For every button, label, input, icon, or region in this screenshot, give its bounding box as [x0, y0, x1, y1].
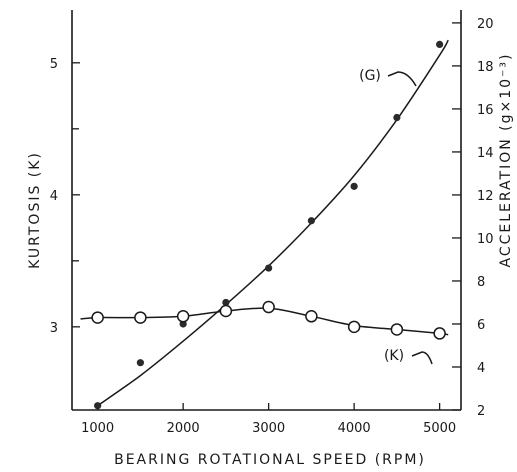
series-k-point — [433, 327, 446, 340]
series-g-point — [94, 402, 102, 410]
right-tick-label-6: 6 — [477, 318, 485, 333]
left-tick-label-5: 5 — [50, 57, 58, 72]
data-markers — [91, 40, 446, 410]
series-k-point — [347, 320, 361, 334]
right-tick-label-18: 18 — [477, 60, 494, 75]
x-tick-label-2000: 2000 — [167, 421, 200, 436]
series-g-point — [350, 182, 358, 190]
series-k-point — [91, 311, 104, 324]
right-axis-title: ACCELERATION (g×10⁻³) — [498, 52, 514, 267]
x-tick-label-5000: 5000 — [423, 421, 456, 436]
left-tick-label-3: 3 — [50, 321, 58, 336]
series-g-point — [393, 113, 401, 122]
series-k-point — [390, 323, 404, 336]
x-tick-label-1000: 1000 — [81, 421, 114, 436]
right-tick-label-20: 20 — [477, 17, 494, 32]
series-g-point — [222, 298, 230, 307]
plot-frame — [71, 10, 462, 411]
x-axis-title: BEARING ROTATIONAL SPEED (RPM) — [114, 452, 426, 468]
x-tick-label-3000: 3000 — [252, 421, 285, 436]
series-g-point — [265, 264, 273, 272]
right-tick-label-8: 8 — [477, 275, 485, 290]
series-k-point — [176, 310, 190, 323]
left-axis-title: KURTOSIS (K) — [27, 151, 43, 269]
right-tick-label-14: 14 — [477, 146, 494, 161]
series-g-curve — [97, 39, 449, 407]
series-k-point — [219, 304, 233, 318]
series-k-leader — [411, 351, 433, 365]
right-tick-label-16: 16 — [477, 103, 494, 118]
series-k-point — [134, 311, 147, 324]
series-g-point — [307, 217, 315, 225]
right-tick-label-2: 2 — [477, 404, 485, 419]
left-tick-label-4: 4 — [50, 189, 58, 204]
right-tick-label-4: 4 — [477, 361, 485, 376]
series-labels: (G) (K) — [359, 68, 433, 365]
series-g-point — [136, 359, 144, 367]
tick-labels: 1000 2000 3000 4000 5000 3 4 5 2 4 6 8 10 12 14 16 18 20 — [50, 17, 494, 436]
series-k-label: (K) — [384, 348, 404, 364]
series-g-point — [436, 40, 444, 49]
series-g-leader — [387, 71, 417, 87]
series-g-label: (G) — [359, 68, 381, 84]
series-k-point — [262, 300, 275, 314]
series-k-point — [305, 310, 318, 323]
right-tick-label-10: 10 — [477, 232, 494, 247]
x-tick-label-4000: 4000 — [338, 421, 371, 436]
tick-marks — [72, 22, 461, 411]
right-tick-label-12: 12 — [477, 189, 494, 204]
